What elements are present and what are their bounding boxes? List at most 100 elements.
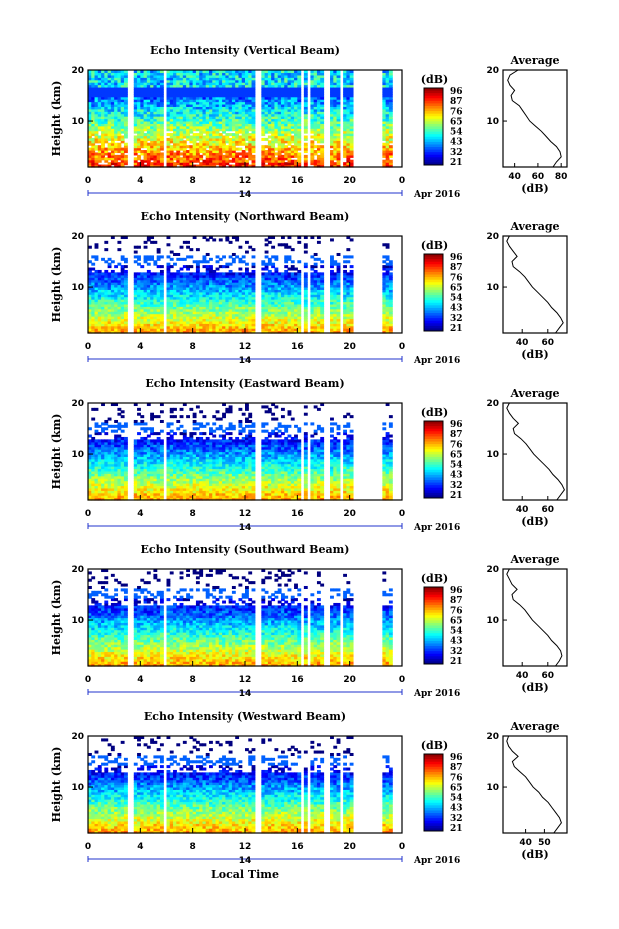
heatmap-cell (303, 250, 308, 254)
heatmap-cell (238, 103, 243, 107)
heatmap-cell (303, 325, 308, 329)
heatmap-cell (146, 152, 151, 156)
heatmap-cell (97, 128, 102, 132)
heatmap-cell (153, 89, 158, 93)
heatmap-cell (143, 299, 148, 303)
heatmap-cell (199, 130, 204, 134)
heatmap-cell (159, 152, 164, 156)
heatmap-cell (225, 303, 230, 307)
heatmap-cell (228, 94, 233, 98)
heatmap-cell (231, 91, 236, 95)
heatmap-cell (245, 296, 249, 300)
heatmap-cell (176, 145, 181, 149)
heatmap-cell (179, 330, 184, 334)
heatmap-cell (202, 282, 207, 286)
heatmap-cell (287, 316, 292, 320)
heatmap-cell (199, 260, 204, 264)
heatmap-cell (156, 94, 161, 98)
heatmap-cell (280, 328, 285, 332)
heatmap-cell (349, 282, 354, 286)
heatmap-cell (120, 289, 125, 293)
heatmap-cell (150, 145, 155, 149)
heatmap-cell (261, 111, 266, 115)
heatmap-cell (123, 116, 128, 120)
heatmap-cell (159, 320, 164, 324)
heatmap-cell (215, 128, 220, 132)
heatmap-cell (333, 152, 338, 156)
heatmap-cell (251, 94, 256, 98)
heatmap-cell (284, 157, 289, 161)
heatmap-cell (215, 308, 220, 312)
heatmap-cell (91, 111, 96, 115)
heatmap-cell (284, 106, 289, 110)
heatmap-cell (294, 303, 298, 307)
heatmap-cell (267, 86, 272, 90)
heatmap-cell (159, 94, 164, 98)
heatmap-cell (297, 282, 302, 286)
heatmap-cell (336, 279, 341, 283)
heatmap-cell (140, 99, 145, 103)
heatmap-cell (330, 111, 334, 115)
heatmap-cell (150, 299, 155, 303)
heatmap-cell (123, 142, 128, 146)
heatmap-cell (166, 162, 171, 166)
heatmap-cell (264, 250, 269, 254)
heatmap-cell (251, 296, 256, 300)
heatmap-cell (166, 118, 171, 122)
heatmap-cell (186, 113, 190, 117)
heatmap-cell (97, 154, 102, 158)
heatmap-cell (320, 123, 325, 127)
heatmap-cell (261, 328, 266, 332)
heatmap-cell (120, 77, 125, 81)
heatmap-cell (251, 82, 256, 86)
heatmap-cell (346, 116, 351, 120)
heatmap-cell (284, 145, 289, 149)
heatmap-cell (297, 294, 302, 298)
heatmap-cell (169, 96, 174, 100)
heatmap-cell (94, 325, 99, 329)
heatmap-cell (117, 137, 122, 141)
heatmap-cell (104, 128, 109, 132)
heatmap-cell (176, 318, 181, 322)
heatmap-cell (114, 106, 119, 110)
heatmap-cell (346, 111, 351, 115)
heatmap-cell (264, 325, 269, 329)
heatmap-cell (349, 89, 354, 93)
heatmap-cell (294, 164, 298, 168)
heatmap-cell (189, 150, 194, 154)
heatmap-cell (97, 299, 102, 303)
heatmap-cell (101, 318, 105, 322)
heatmap-cell (104, 118, 109, 122)
heatmap-cell (117, 133, 122, 137)
heatmap-cell (297, 159, 302, 163)
heatmap-cell (343, 113, 347, 117)
heatmap-cell (280, 294, 285, 298)
heatmap-cell (235, 91, 240, 95)
heatmap-cell (248, 294, 253, 298)
heatmap-cell (385, 318, 390, 322)
heatmap-cell (209, 86, 213, 90)
heatmap-cell (284, 164, 289, 168)
heatmap-cell (192, 128, 197, 132)
heatmap-cell (313, 94, 318, 98)
heatmap-cell (385, 330, 390, 334)
heatmap-cell (156, 255, 161, 259)
heatmap-cell (245, 250, 249, 254)
heatmap-cell (346, 96, 351, 100)
heatmap-cell (388, 94, 393, 98)
heatmap-cell (156, 279, 161, 283)
panel-2: Echo Intensity (Northward Beam)1020Heigh… (50, 210, 568, 366)
heatmap-cell (120, 154, 125, 158)
heatmap-cell (320, 120, 325, 124)
heatmap-cell (277, 243, 282, 247)
heatmap-cell (173, 284, 177, 288)
heatmap-cell (88, 245, 92, 249)
heatmap-cell (166, 311, 171, 315)
heatmap-cell (231, 103, 236, 107)
heatmap-cell (182, 299, 187, 303)
heatmap-cell (101, 113, 105, 117)
heatmap-cell (215, 255, 220, 259)
heatmap-cell (169, 108, 174, 112)
heatmap-cell (290, 154, 295, 158)
heatmap-cell (333, 133, 338, 137)
